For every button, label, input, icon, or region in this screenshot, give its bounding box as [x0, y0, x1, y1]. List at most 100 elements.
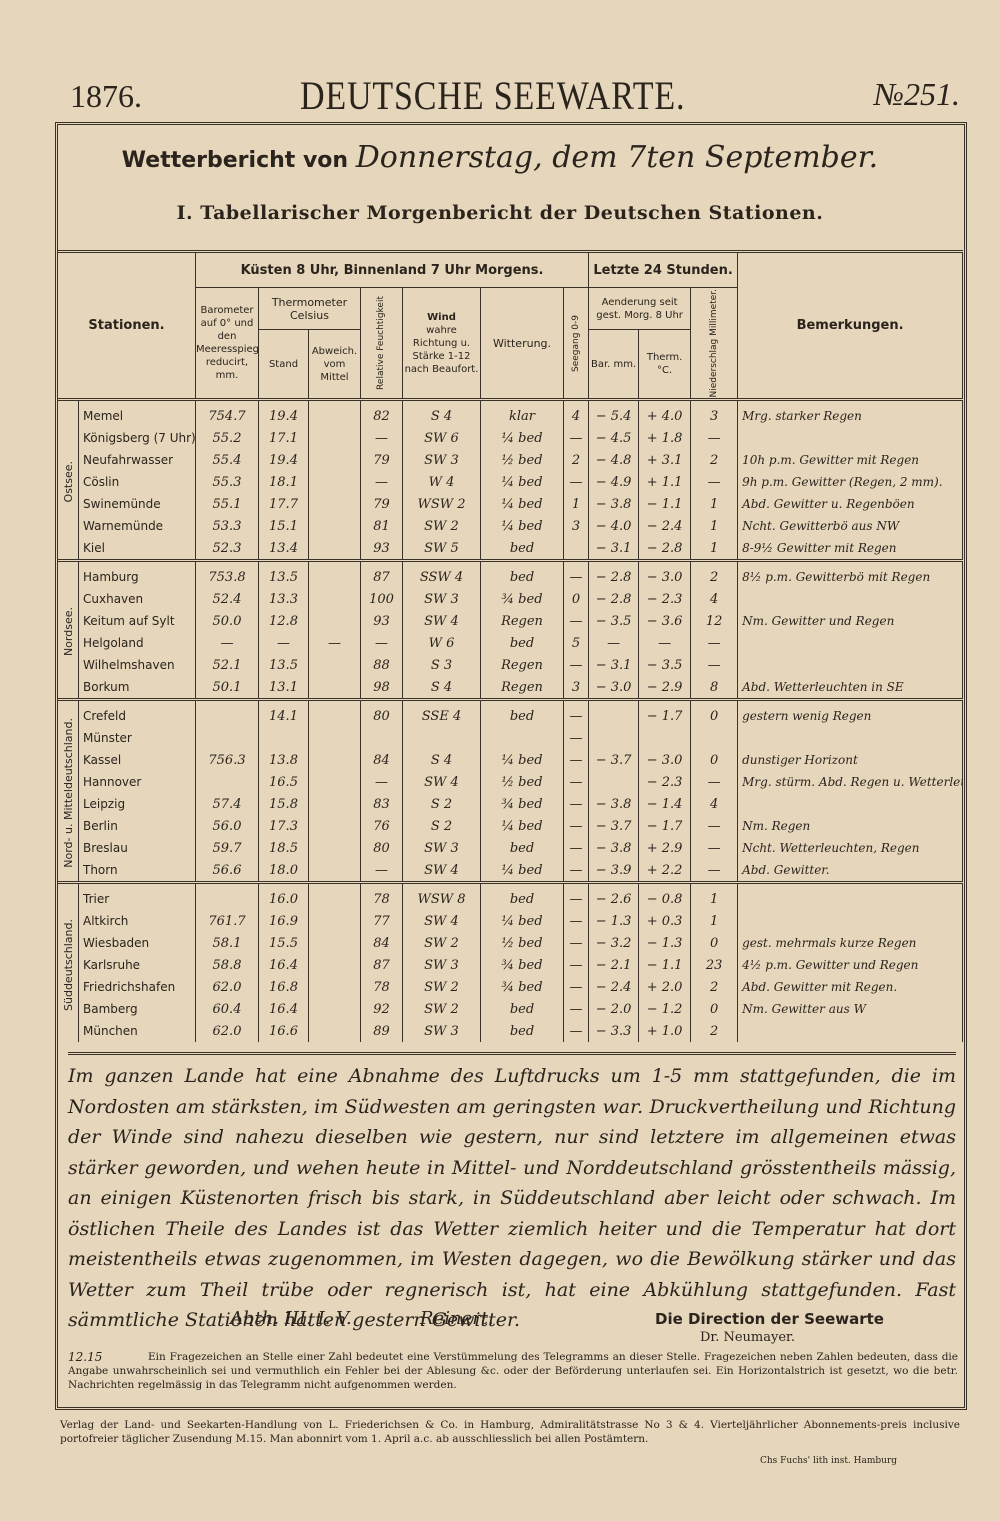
stand: 13.5 — [258, 559, 309, 588]
remarks — [737, 1020, 963, 1042]
abweichung — [308, 837, 361, 859]
header-change: Aenderung seit gest. Morg. 8 Uhr — [588, 287, 692, 330]
header-wind-sub: wahre Richtung u. Stärke 1-12 nach Beauf… — [404, 324, 479, 375]
director: Dr. Neumayer. — [700, 1330, 795, 1345]
remarks: 9h p.m. Gewitter (Regen, 2 mm). — [737, 471, 963, 493]
remarks: Ncht. Gewitterbö aus NW — [737, 515, 963, 537]
bar-change: − 3.0 — [588, 676, 640, 700]
header-last24: Letzte 24 Stunden. — [588, 250, 739, 288]
wind: SW 3 — [402, 449, 481, 471]
precip: 2 — [690, 976, 739, 998]
precip: — — [690, 859, 739, 883]
weather: ½ bed — [480, 449, 564, 471]
therm-change: − 2.4 — [638, 515, 692, 537]
station: Neufahrwasser — [78, 449, 196, 471]
wind: SW 6 — [402, 427, 481, 449]
humidity: — — [360, 471, 403, 493]
remarks — [737, 793, 963, 815]
stand: 18.5 — [258, 837, 309, 859]
humidity: — — [360, 632, 403, 654]
therm-change: − 3.0 — [638, 559, 692, 588]
station: Leipzig — [78, 793, 196, 815]
report-label: Wetterbericht von — [121, 148, 349, 173]
remarks: Nm. Gewitter aus W — [737, 998, 963, 1020]
barometer: 52.3 — [195, 537, 259, 561]
therm-change: + 2.2 — [638, 859, 692, 883]
therm-change: − 2.9 — [638, 676, 692, 700]
barometer: 52.4 — [195, 588, 259, 610]
precip: — — [690, 471, 739, 493]
sea: — — [562, 932, 590, 954]
remarks: Abd. Wetterleuchten in SE — [737, 676, 963, 700]
weather: ¼ bed — [480, 910, 564, 932]
weather: ½ bed — [480, 932, 564, 954]
abweichung — [308, 610, 361, 632]
weather: bed — [480, 537, 564, 561]
station: Kassel — [78, 749, 196, 771]
stand: 17.1 — [258, 427, 309, 449]
barometer: 58.8 — [195, 954, 259, 976]
header-sea: Seegang 0-9 — [562, 287, 590, 400]
humidity: 98 — [360, 676, 403, 700]
precip: 1 — [690, 910, 739, 932]
precip: — — [690, 427, 739, 449]
stand: 18.0 — [258, 859, 309, 883]
wind: SSW 4 — [402, 559, 481, 588]
subtitle: I. Tabellarischer Morgenbericht der Deut… — [176, 202, 824, 224]
abweichung — [308, 998, 361, 1020]
header-therm: Therm. °C. — [638, 329, 692, 400]
table-row: Borkum 50.1 13.1 98 S 4 Regen 3− 3.0− 2.9 8 Abd.… — [58, 676, 963, 700]
station: Warnemünde — [78, 515, 196, 537]
abweichung — [308, 771, 361, 793]
precip: 0 — [690, 749, 739, 771]
table-body: Ostsee. Memel 754.7 19.4 82 S 4 klar 4− 5.4 + 4.… — [57, 398, 963, 1042]
weather: bed — [480, 559, 564, 588]
header-wind: Wind wahre Richtung u. Stärke 1-12 nach B… — [402, 287, 481, 400]
precip: 3 — [690, 398, 739, 427]
stand: 13.5 — [258, 654, 309, 676]
bar-change: − 5.4 — [588, 398, 640, 427]
group-name: Ostsee. — [61, 461, 75, 503]
abweichung — [308, 515, 361, 537]
header-remarks: Bemerkungen. — [737, 250, 963, 400]
weather: Regen — [480, 654, 564, 676]
header-barometer: Barometer auf 0° und den Meeresspiegel r… — [195, 287, 259, 400]
humidity: 78 — [360, 976, 403, 998]
header-precip-text: Niederschlag Millimeter. — [708, 288, 719, 398]
bar-change: − 3.9 — [588, 859, 640, 883]
barometer: 53.3 — [195, 515, 259, 537]
remarks — [737, 427, 963, 449]
weather: bed — [480, 1020, 564, 1042]
bar-change — [588, 727, 640, 749]
table-row: Wilhelmshaven 52.1 13.5 88 S 3 Regen — − 3.1− 3… — [58, 654, 963, 676]
bar-change: − 4.0 — [588, 515, 640, 537]
bar-change: − 2.8 — [588, 559, 640, 588]
weather: ¼ bed — [480, 815, 564, 837]
remarks: Nm. Gewitter und Regen — [737, 610, 963, 632]
station: Bamberg — [78, 998, 196, 1020]
header-precip: Niederschlag Millimeter. — [690, 287, 739, 400]
therm-change: − 3.0 — [638, 749, 692, 771]
therm-change: − 2.3 — [638, 771, 692, 793]
department: Abth. III. I. V. — [230, 1308, 352, 1329]
remarks: Abd. Gewitter. — [737, 859, 963, 883]
weather: bed — [480, 881, 564, 910]
precip: 4 — [690, 793, 739, 815]
stand: 13.4 — [258, 537, 309, 561]
bar-change: − 3.7 — [588, 815, 640, 837]
barometer: 761.7 — [195, 910, 259, 932]
weather: Regen — [480, 610, 564, 632]
abweichung — [308, 588, 361, 610]
precip: 8 — [690, 676, 739, 700]
humidity: 100 — [360, 588, 403, 610]
precip: 1 — [690, 493, 739, 515]
abweichung — [308, 493, 361, 515]
stand: 16.9 — [258, 910, 309, 932]
humidity: 87 — [360, 954, 403, 976]
abweichung — [308, 727, 361, 749]
therm-change: − 1.2 — [638, 998, 692, 1020]
station: Altkirch — [78, 910, 196, 932]
precip: 0 — [690, 698, 739, 727]
remarks: dunstiger Horizont — [737, 749, 963, 771]
